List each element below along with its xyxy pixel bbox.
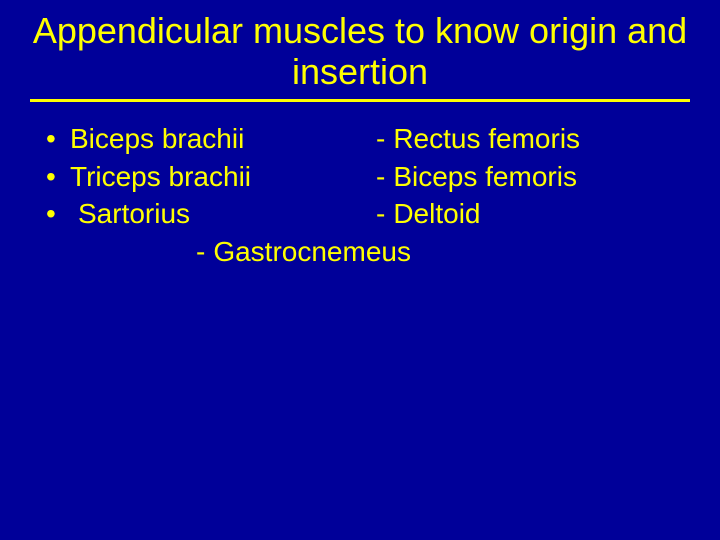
left-item: • Triceps brachii xyxy=(46,158,376,196)
right-item: - Rectus femoris xyxy=(376,120,580,158)
last-text: Gastrocnemeus xyxy=(213,233,411,271)
right-text: Rectus femoris xyxy=(393,120,580,158)
list-row: • Sartorius - Deltoid xyxy=(46,195,690,233)
left-text: Biceps brachii xyxy=(70,120,244,158)
content-area: • Biceps brachii - Rectus femoris • Tric… xyxy=(30,120,690,271)
title-underline xyxy=(30,99,690,102)
slide-title: Appendicular muscles to know origin and … xyxy=(30,10,690,93)
right-item: - Deltoid xyxy=(376,195,481,233)
dash-icon: - xyxy=(196,233,205,271)
right-item: - Biceps femoris xyxy=(376,158,577,196)
left-text: Triceps brachii xyxy=(70,158,251,196)
list-row-last: - Gastrocnemeus xyxy=(46,233,690,271)
left-text: Sartorius xyxy=(70,195,190,233)
list-row: • Biceps brachii - Rectus femoris xyxy=(46,120,690,158)
right-text: Biceps femoris xyxy=(393,158,577,196)
dash-icon: - xyxy=(376,120,385,158)
left-item: • Sartorius xyxy=(46,195,376,233)
dash-icon: - xyxy=(376,195,385,233)
right-text: Deltoid xyxy=(393,195,480,233)
bullet-icon: • xyxy=(46,195,70,233)
dash-icon: - xyxy=(376,158,385,196)
bullet-icon: • xyxy=(46,120,70,158)
bullet-icon: • xyxy=(46,158,70,196)
list-row: • Triceps brachii - Biceps femoris xyxy=(46,158,690,196)
left-item: • Biceps brachii xyxy=(46,120,376,158)
slide: Appendicular muscles to know origin and … xyxy=(0,0,720,540)
